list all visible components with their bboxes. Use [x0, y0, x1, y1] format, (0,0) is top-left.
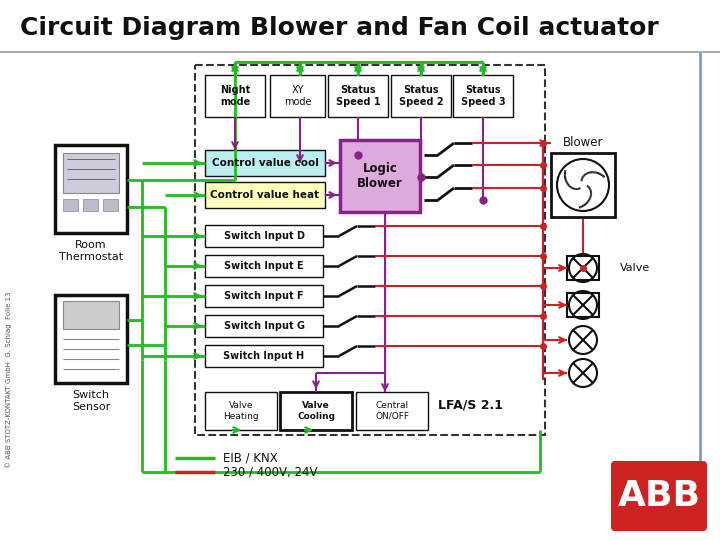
Text: Logic
Blower: Logic Blower [357, 162, 403, 190]
Bar [328, 75, 388, 117]
FancyBboxPatch shape [611, 461, 707, 531]
Text: Valve
Cooling: Valve Cooling [297, 401, 335, 421]
Bar [567, 293, 599, 317]
Text: Status
Speed 2: Status Speed 2 [399, 85, 444, 107]
Bar [205, 182, 325, 208]
Bar [63, 301, 119, 329]
Text: XY
mode: XY mode [284, 85, 311, 107]
Text: Switch
Sensor: Switch Sensor [72, 390, 110, 412]
Bar [205, 225, 323, 247]
Text: Valve: Valve [620, 263, 650, 273]
Text: © ABB STOTZ-KONTAKT GmbH  G. Schlag  Folie 13: © ABB STOTZ-KONTAKT GmbH G. Schlag Folie… [6, 292, 12, 468]
Text: Switch Input G: Switch Input G [223, 321, 305, 331]
Bar [205, 75, 265, 117]
Bar [270, 75, 325, 117]
Text: Blower: Blower [563, 137, 603, 150]
Bar [391, 75, 451, 117]
Bar [63, 199, 78, 211]
Text: Valve
Heating: Valve Heating [223, 401, 258, 421]
Bar [195, 65, 545, 435]
Text: Control value heat: Control value heat [210, 190, 320, 200]
Text: ABB: ABB [618, 479, 701, 513]
Bar [567, 256, 599, 280]
Text: Switch Input F: Switch Input F [224, 291, 304, 301]
Text: LFA/S 2.1: LFA/S 2.1 [438, 399, 503, 411]
Bar [205, 255, 323, 277]
Text: Status
Speed 3: Status Speed 3 [461, 85, 505, 107]
Text: Switch Input E: Switch Input E [224, 261, 304, 271]
Bar [205, 315, 323, 337]
Bar [55, 145, 127, 233]
Text: Control value cool: Control value cool [212, 158, 318, 168]
Text: EIB / KNX: EIB / KNX [223, 451, 278, 464]
Bar [340, 140, 420, 212]
Text: Switch Input H: Switch Input H [223, 351, 305, 361]
Bar [453, 75, 513, 117]
Bar [103, 199, 118, 211]
Bar [205, 345, 323, 367]
Bar [205, 392, 277, 430]
Bar [205, 285, 323, 307]
Text: 230 / 400V, 24V: 230 / 400V, 24V [223, 465, 318, 478]
Bar [280, 392, 352, 430]
Text: Night
mode: Night mode [220, 85, 250, 107]
Bar [83, 199, 98, 211]
Bar [356, 392, 428, 430]
Text: Room
Thermostat: Room Thermostat [59, 240, 123, 262]
Bar [63, 153, 119, 193]
Bar [205, 150, 325, 176]
Bar [55, 295, 127, 383]
Text: Status
Speed 1: Status Speed 1 [336, 85, 380, 107]
Text: Central
ON/OFF: Central ON/OFF [375, 401, 409, 421]
Text: Circuit Diagram Blower and Fan Coil actuator: Circuit Diagram Blower and Fan Coil actu… [20, 16, 659, 40]
Text: Switch Input D: Switch Input D [223, 231, 305, 241]
Bar [551, 153, 615, 217]
